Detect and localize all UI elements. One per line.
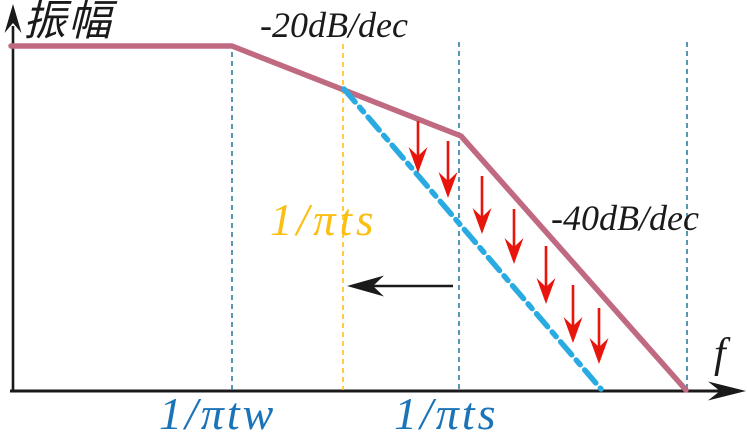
- x-axis-label: f: [714, 331, 726, 377]
- y-axis-label: 振幅: [23, 0, 113, 45]
- x-tick-label-1-pi-tw: 1/πtw: [159, 388, 277, 436]
- drop-arrow-head-5: [536, 278, 556, 304]
- slope-label-minus20db: -20dB/dec: [260, 5, 408, 45]
- drop-arrow-head-2: [438, 172, 458, 198]
- shift-left-arrow-head: [347, 275, 384, 297]
- drop-arrow-head-6: [563, 317, 583, 343]
- drop-arrow-head-7: [589, 338, 609, 364]
- slope-label-minus40db: -40dB/dec: [551, 198, 699, 238]
- y-axis-arrowhead: [4, 4, 22, 33]
- x-tick-label-1-pi-ts: 1/πts: [394, 388, 499, 436]
- shifted-corner-frequency-label: 1/πts: [270, 195, 378, 245]
- drop-arrow-head-4: [504, 238, 524, 264]
- amplitude-asymptote-shifted: [341, 86, 604, 392]
- x-axis-arrowhead: [708, 381, 746, 401]
- drop-arrow-head-3: [472, 208, 492, 234]
- drop-arrow-head-1: [408, 147, 428, 173]
